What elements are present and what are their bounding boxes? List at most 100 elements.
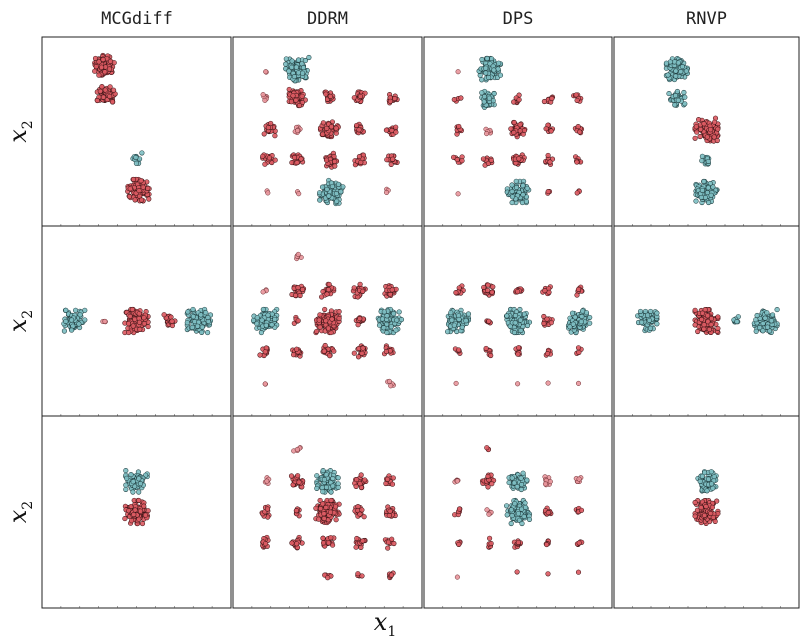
data-point [456, 123, 462, 129]
data-point [692, 499, 698, 506]
data-point [362, 477, 368, 483]
data-point [142, 512, 149, 518]
data-point [514, 184, 520, 191]
cluster-light-1 [294, 251, 304, 262]
data-point [335, 484, 341, 490]
data-point [456, 506, 463, 512]
data-point [458, 95, 464, 101]
cluster-red-19 [574, 188, 582, 196]
data-point [314, 485, 320, 491]
data-point [768, 318, 774, 324]
data-point [296, 191, 302, 197]
data-point [699, 316, 705, 323]
data-point [708, 469, 714, 475]
data-point [760, 328, 766, 334]
data-point [384, 330, 390, 336]
data-point [678, 69, 684, 75]
cluster-red-9 [317, 119, 341, 140]
panel-mcgdiff-row-1 [41, 36, 232, 227]
data-point [289, 540, 295, 546]
data-point [298, 156, 304, 162]
data-point [710, 485, 716, 491]
cluster-cyan-1 [695, 469, 719, 494]
data-point [587, 320, 593, 326]
data-point [195, 323, 201, 329]
data-point [297, 292, 303, 299]
data-point [314, 473, 320, 479]
data-point [491, 67, 497, 73]
data-point [654, 310, 660, 316]
data-point [486, 318, 492, 324]
data-point [359, 350, 365, 356]
data-point [483, 65, 489, 71]
data-point [543, 126, 549, 132]
data-point [131, 511, 137, 518]
cluster-light-19 [575, 380, 582, 386]
data-point [709, 481, 715, 487]
data-point [548, 320, 554, 326]
cluster-red-9 [541, 313, 555, 328]
data-point [333, 125, 339, 131]
data-point [504, 503, 510, 509]
data-point [360, 288, 366, 294]
data-point [484, 131, 490, 137]
data-point [513, 178, 519, 184]
data-point [706, 199, 712, 206]
data-point [578, 319, 584, 325]
data-point [693, 198, 699, 204]
data-point [146, 196, 152, 202]
cluster-cyan-6 [445, 307, 472, 335]
data-point [102, 318, 108, 324]
cluster-red-9 [313, 306, 342, 336]
data-point [199, 329, 205, 335]
cluster-red-11 [452, 346, 463, 356]
data-point [136, 476, 142, 482]
data-point [299, 93, 305, 99]
data-point [587, 314, 593, 320]
data-point [696, 117, 702, 123]
data-point [328, 535, 334, 541]
data-point [355, 571, 361, 577]
data-point [63, 318, 69, 324]
data-point [107, 84, 113, 90]
data-point [394, 317, 400, 323]
data-point [145, 185, 151, 191]
data-point [96, 59, 102, 65]
data-point [541, 98, 547, 105]
cluster-red-2 [481, 282, 496, 298]
data-point [324, 186, 330, 192]
data-point [647, 325, 654, 331]
data-point [517, 317, 523, 323]
data-point [699, 158, 705, 164]
data-point [637, 308, 644, 314]
data-point [451, 154, 457, 160]
cluster-red-15 [543, 152, 556, 167]
data-point [459, 324, 465, 330]
data-point [136, 188, 142, 194]
data-point [705, 476, 712, 482]
cluster-red-16 [382, 536, 397, 551]
data-point [132, 507, 138, 513]
cluster-cyan-4 [699, 153, 712, 167]
data-point [521, 513, 527, 520]
data-point [132, 316, 138, 322]
cluster-light-18 [545, 380, 551, 386]
data-point [511, 480, 517, 486]
data-point [386, 378, 392, 384]
data-point [516, 97, 522, 103]
data-point [330, 475, 336, 482]
data-point [479, 77, 485, 83]
cluster-red-19 [386, 570, 396, 581]
data-point [351, 350, 357, 356]
data-point [141, 503, 147, 509]
cluster-light-20 [384, 186, 391, 196]
data-point [541, 320, 547, 327]
data-point [327, 93, 333, 99]
data-point [269, 322, 275, 328]
data-point [682, 101, 688, 107]
data-point [393, 327, 399, 333]
data-point [295, 57, 302, 63]
data-point [189, 324, 195, 330]
data-point [704, 488, 710, 494]
cluster-red-4 [351, 89, 368, 105]
